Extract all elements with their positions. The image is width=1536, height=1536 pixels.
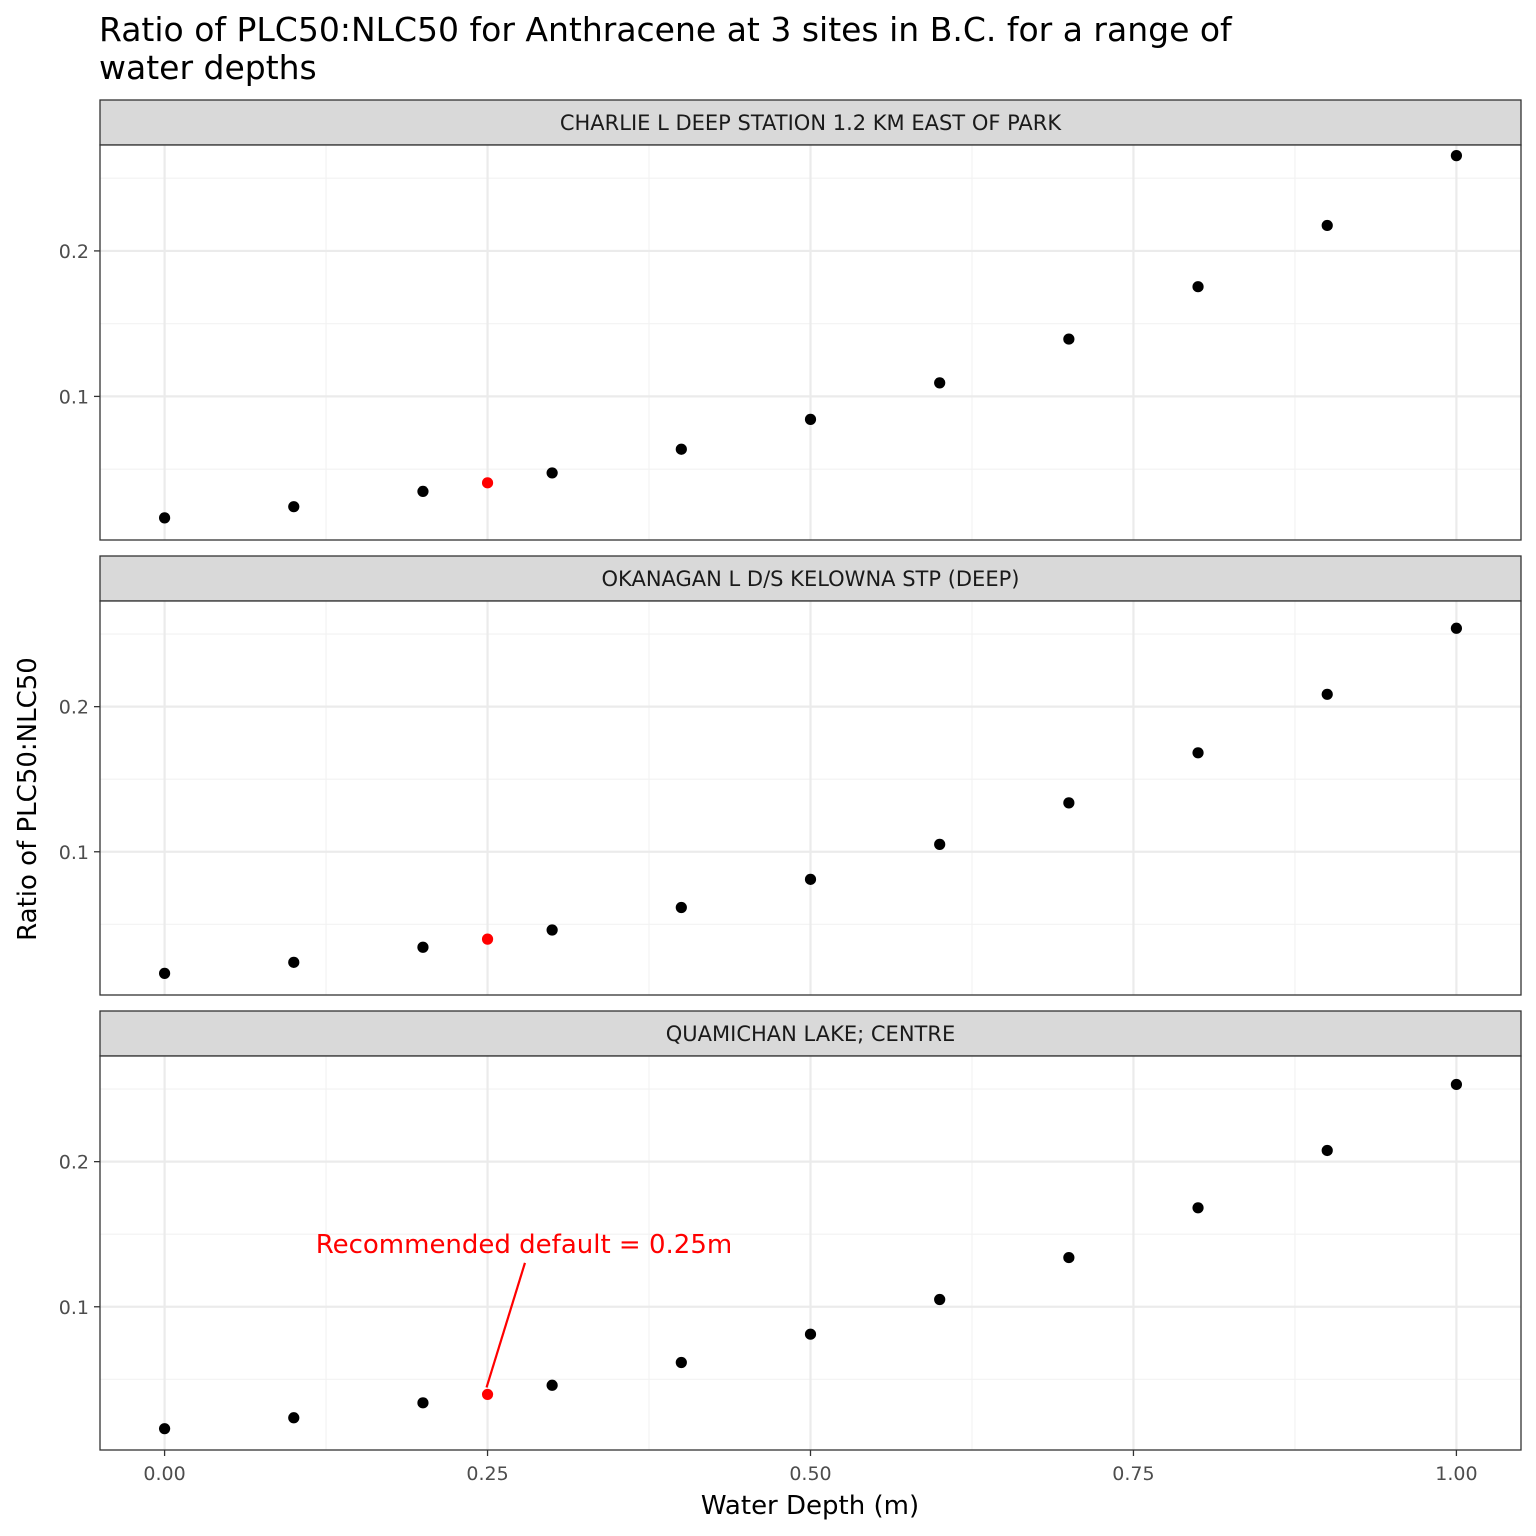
- highlight-point: [481, 933, 494, 945]
- panel-border: [99, 144, 1522, 541]
- highlight-point: [481, 1388, 494, 1401]
- data-point: [158, 512, 171, 524]
- data-point: [804, 413, 817, 425]
- data-point: [1063, 333, 1075, 345]
- chart-title-line-2: water depths: [99, 48, 317, 87]
- facet-strip-label: QUAMICHAN LAKE; CENTRE: [666, 1022, 955, 1046]
- x-axis-title: Water Depth (m): [701, 1491, 919, 1521]
- annotation-leader-line: [485, 1262, 527, 1388]
- data-point: [804, 873, 817, 885]
- data-point: [675, 1356, 687, 1369]
- data-point: [934, 377, 946, 389]
- data-point: [675, 443, 687, 455]
- y-tick-label: 0.1: [59, 842, 89, 864]
- x-tick-label: 0.25: [466, 1463, 508, 1485]
- data-point: [417, 941, 429, 953]
- x-tick-label: 1.00: [1435, 1463, 1477, 1485]
- data-point: [1450, 1078, 1463, 1091]
- y-tick-label: 0.2: [59, 697, 89, 719]
- y-tick-label: 0.1: [59, 1297, 89, 1319]
- data-point: [934, 838, 946, 850]
- facet-panel: QUAMICHAN LAKE; CENTRE 0.1 0.2 Recommended …: [59, 1010, 1522, 1485]
- y-tick-label: 0.2: [59, 241, 89, 263]
- chart-title-line-1: Ratio of PLC50:NLC50 for Anthracene at 3…: [99, 10, 1233, 49]
- data-point: [1192, 281, 1204, 293]
- data-point: [675, 901, 687, 914]
- data-point: [934, 1293, 946, 1306]
- facet-panel: OKANAGAN L D/S KELOWNA STP (DEEP) 0.1 0.2: [59, 555, 1522, 996]
- y-tick-label: 0.2: [59, 1152, 89, 1174]
- y-axis-title: Ratio of PLC50:NLC50: [13, 657, 43, 941]
- data-point: [158, 1423, 171, 1435]
- facet-strip-label: OKANAGAN L D/S KELOWNA STP (DEEP): [602, 567, 1020, 591]
- data-point: [804, 1328, 817, 1340]
- data-point: [1321, 219, 1333, 232]
- highlight-point: [481, 477, 494, 489]
- x-tick-label: 0.75: [1112, 1463, 1154, 1485]
- data-point: [1321, 688, 1333, 700]
- facet-strip: [99, 99, 1522, 146]
- data-point: [1450, 150, 1463, 162]
- data-point: [288, 956, 300, 968]
- data-point: [1450, 622, 1463, 634]
- y-tick-label: 0.1: [59, 386, 89, 408]
- data-point: [546, 924, 558, 936]
- data-point: [1192, 747, 1204, 759]
- facet-strip: [99, 1010, 1522, 1057]
- data-point: [158, 967, 171, 979]
- facet-panels: CHARLIE L DEEP STATION 1.2 KM EAST OF PA…: [59, 99, 1522, 1485]
- x-tick-label: 0.00: [143, 1463, 185, 1485]
- data-point: [546, 1379, 558, 1391]
- data-point: [1063, 1251, 1075, 1264]
- annotation-label: Recommended default = 0.25m: [316, 1230, 733, 1260]
- data-point: [288, 1412, 300, 1424]
- data-point: [417, 485, 429, 498]
- data-point: [288, 501, 300, 513]
- panel-border: [99, 600, 1522, 996]
- facet-strip-label: CHARLIE L DEEP STATION 1.2 KM EAST OF PA…: [560, 111, 1063, 135]
- data-point: [417, 1397, 429, 1409]
- data-point: [1321, 1144, 1333, 1157]
- facet-panel: CHARLIE L DEEP STATION 1.2 KM EAST OF PA…: [59, 99, 1522, 541]
- data-point: [1063, 797, 1075, 809]
- data-point: [546, 467, 558, 479]
- x-tick-label: 0.50: [789, 1463, 831, 1485]
- data-point: [1192, 1202, 1204, 1214]
